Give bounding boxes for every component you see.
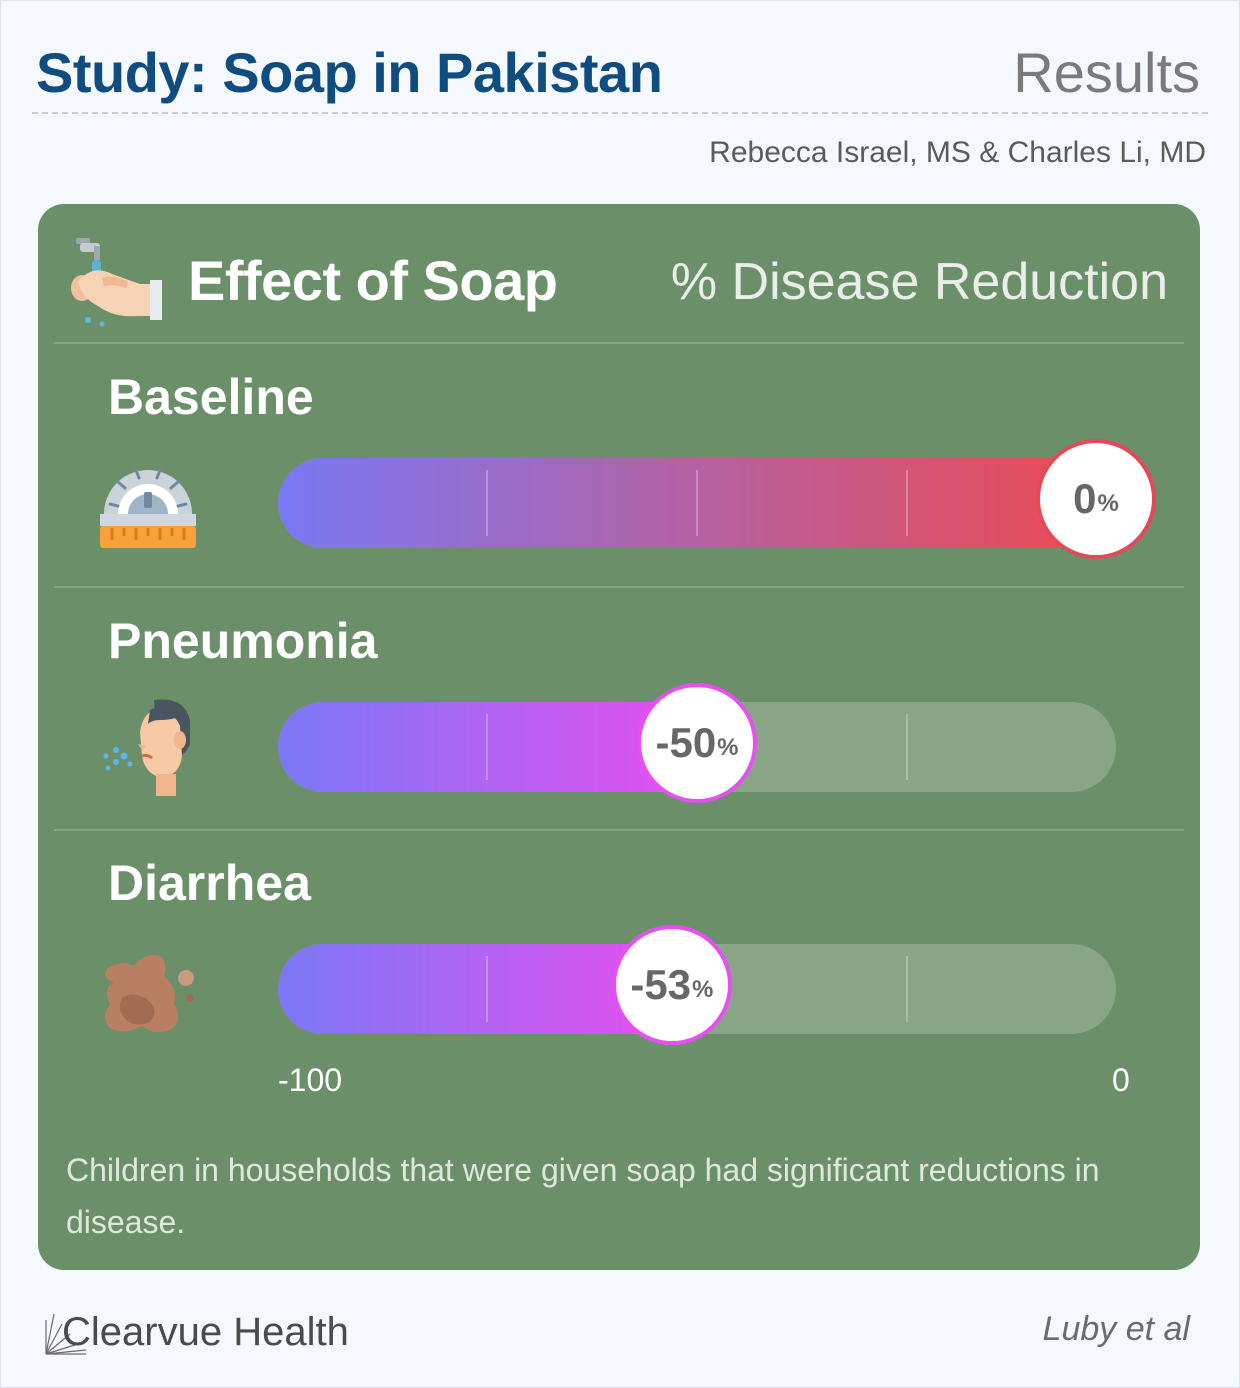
value-marker: -50% bbox=[637, 683, 757, 803]
category-label: Pneumonia bbox=[108, 613, 378, 669]
coughing-person-icon bbox=[103, 699, 190, 796]
authors: Rebecca Israel, MS & Charles Li, MD bbox=[709, 136, 1206, 169]
bar-track bbox=[278, 458, 1116, 548]
source-citation: Luby et al bbox=[1042, 1310, 1190, 1348]
unit-label: % bbox=[717, 734, 739, 761]
gridline bbox=[906, 470, 908, 536]
bar-pneumonia bbox=[278, 702, 697, 792]
card-title: Effect of Soap bbox=[188, 249, 558, 312]
gridline bbox=[486, 714, 488, 780]
x-axis-min-label: -100 bbox=[278, 1062, 343, 1098]
gridline bbox=[906, 956, 908, 1022]
gridline bbox=[906, 714, 908, 780]
title-divider bbox=[32, 112, 1208, 114]
bar-track bbox=[278, 944, 1116, 1034]
clearvue-logo-icon bbox=[45, 1313, 87, 1355]
chart-caption: Children in households that were given s… bbox=[66, 1152, 1100, 1240]
data-label: 0 bbox=[1073, 475, 1097, 522]
diarrhea-stain-icon bbox=[105, 955, 194, 1033]
row-divider bbox=[54, 342, 1184, 344]
handwashing-icon bbox=[71, 238, 162, 327]
bar-baseline bbox=[278, 458, 1116, 548]
gauge-icon bbox=[100, 468, 196, 548]
chart-row-baseline: Baseline bbox=[38, 348, 1200, 588]
gridline bbox=[696, 470, 698, 536]
brand-name: Clearvue Health bbox=[62, 1310, 349, 1354]
brand-logo: Clearvue Health bbox=[44, 1300, 349, 1356]
unit-label: % bbox=[1097, 490, 1119, 517]
card-subtitle: % Disease Reduction bbox=[670, 253, 1168, 311]
value-marker: -53% bbox=[611, 925, 732, 1045]
chart-row-pneumonia: Pneumonia -50% bbox=[38, 592, 1200, 832]
row-divider bbox=[54, 829, 1184, 831]
page-title: Study: Soap in Pakistan bbox=[36, 41, 663, 104]
gridline bbox=[486, 956, 488, 1022]
unit-label: % bbox=[692, 976, 714, 1003]
category-label: Diarrhea bbox=[108, 855, 311, 911]
data-label: -50 bbox=[655, 719, 717, 766]
section-label: Results bbox=[1013, 41, 1200, 104]
chart-card: Effect of Soap % Disease Reduction Basel… bbox=[38, 204, 1200, 1270]
chart-row-diarrhea: Diarrhea -53% bbox=[38, 834, 1200, 1074]
value-marker: 0% bbox=[1036, 439, 1156, 559]
row-divider bbox=[54, 586, 1184, 588]
x-axis-max-label: 0 bbox=[1112, 1062, 1130, 1098]
gridline bbox=[486, 470, 488, 536]
category-label: Baseline bbox=[108, 369, 314, 425]
bar-diarrhea bbox=[278, 944, 672, 1034]
data-label: -53 bbox=[630, 961, 692, 1008]
